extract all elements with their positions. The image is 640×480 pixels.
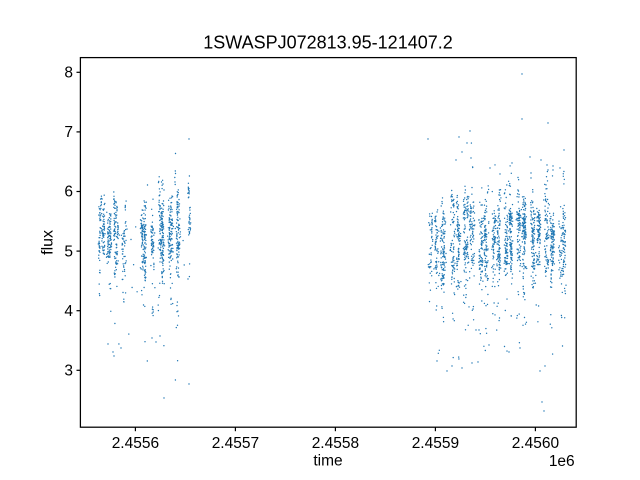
svg-text:5: 5 [64, 243, 73, 260]
svg-text:2.4560: 2.4560 [512, 435, 560, 452]
svg-text:time: time [313, 453, 342, 470]
svg-text:2.4557: 2.4557 [212, 435, 259, 452]
svg-text:flux: flux [40, 230, 57, 255]
svg-text:7: 7 [64, 124, 73, 141]
svg-text:6: 6 [64, 184, 73, 201]
svg-text:4: 4 [64, 303, 73, 320]
svg-text:1SWASPJ072813.95-121407.2: 1SWASPJ072813.95-121407.2 [203, 33, 453, 53]
svg-text:3: 3 [64, 363, 73, 380]
svg-text:2.4556: 2.4556 [112, 435, 159, 452]
svg-text:2.4559: 2.4559 [412, 435, 459, 452]
svg-text:2.4558: 2.4558 [312, 435, 359, 452]
svg-text:1e6: 1e6 [549, 453, 575, 470]
svg-text:8: 8 [64, 65, 73, 82]
